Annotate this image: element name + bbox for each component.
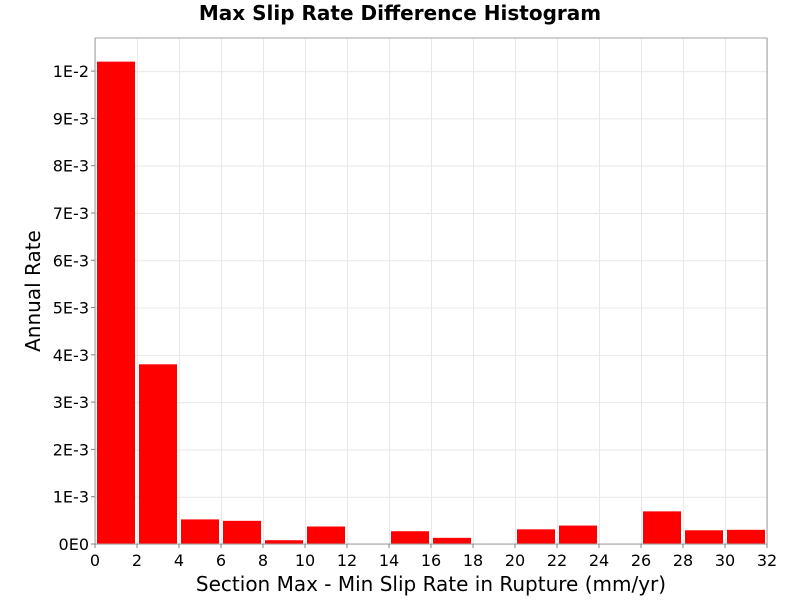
histogram-bar [727, 529, 765, 544]
x-tick-label: 16 [421, 551, 441, 570]
histogram-bar [559, 525, 597, 544]
bars [97, 61, 765, 544]
y-tick-label: 9E-3 [53, 109, 89, 128]
x-tick-label: 32 [757, 551, 777, 570]
y-axis-ticks: 0E0 1E-3 2E-3 3E-3 4E-3 5E-3 6E-3 7E-3 8E-3 9E-3 1… [53, 62, 95, 554]
y-tick-label: 4E-3 [53, 346, 89, 365]
x-tick-label: 6 [216, 551, 226, 570]
histogram-bar [517, 529, 555, 544]
y-tick-label: 2E-3 [53, 440, 89, 459]
y-tick-label: 8E-3 [53, 157, 89, 176]
histogram-bar [265, 540, 303, 544]
x-tick-label: 8 [258, 551, 268, 570]
histogram-bar [181, 519, 219, 544]
x-tick-label: 2 [132, 551, 142, 570]
x-tick-label: 24 [589, 551, 609, 570]
grid-lines [95, 38, 768, 545]
x-tick-label: 18 [463, 551, 483, 570]
y-tick-label: 6E-3 [53, 251, 89, 270]
x-tick-label: 14 [379, 551, 399, 570]
x-axis-ticks: 0 2 4 6 8 10 12 14 16 18 20 22 24 26 28 30 32 [90, 544, 777, 570]
histogram-bar [433, 537, 471, 544]
y-tick-label: 1E-2 [53, 62, 89, 81]
chart-title: Max Slip Rate Difference Histogram [199, 1, 601, 25]
histogram-bar [97, 61, 135, 544]
histogram-bar [307, 526, 345, 544]
y-axis-label: Annual Rate [21, 230, 45, 352]
x-tick-label: 26 [631, 551, 651, 570]
y-tick-label: 5E-3 [53, 299, 89, 318]
y-tick-label: 1E-3 [53, 488, 89, 507]
x-tick-label: 4 [174, 551, 184, 570]
x-axis-label: Section Max - Min Slip Rate in Rupture (… [196, 572, 666, 596]
x-tick-label: 30 [715, 551, 735, 570]
x-tick-label: 20 [505, 551, 525, 570]
x-tick-label: 28 [673, 551, 693, 570]
histogram-bar [391, 531, 429, 544]
x-tick-label: 12 [337, 551, 357, 570]
y-tick-label: 7E-3 [53, 204, 89, 223]
x-tick-label: 10 [295, 551, 315, 570]
y-tick-label: 3E-3 [53, 393, 89, 412]
histogram-bar [685, 530, 723, 544]
x-tick-label: 22 [547, 551, 567, 570]
y-tick-label: 0E0 [59, 535, 89, 554]
histogram-bar [139, 364, 177, 544]
histogram-bar [223, 520, 261, 544]
x-tick-label: 0 [90, 551, 100, 570]
histogram-bar [643, 511, 681, 544]
